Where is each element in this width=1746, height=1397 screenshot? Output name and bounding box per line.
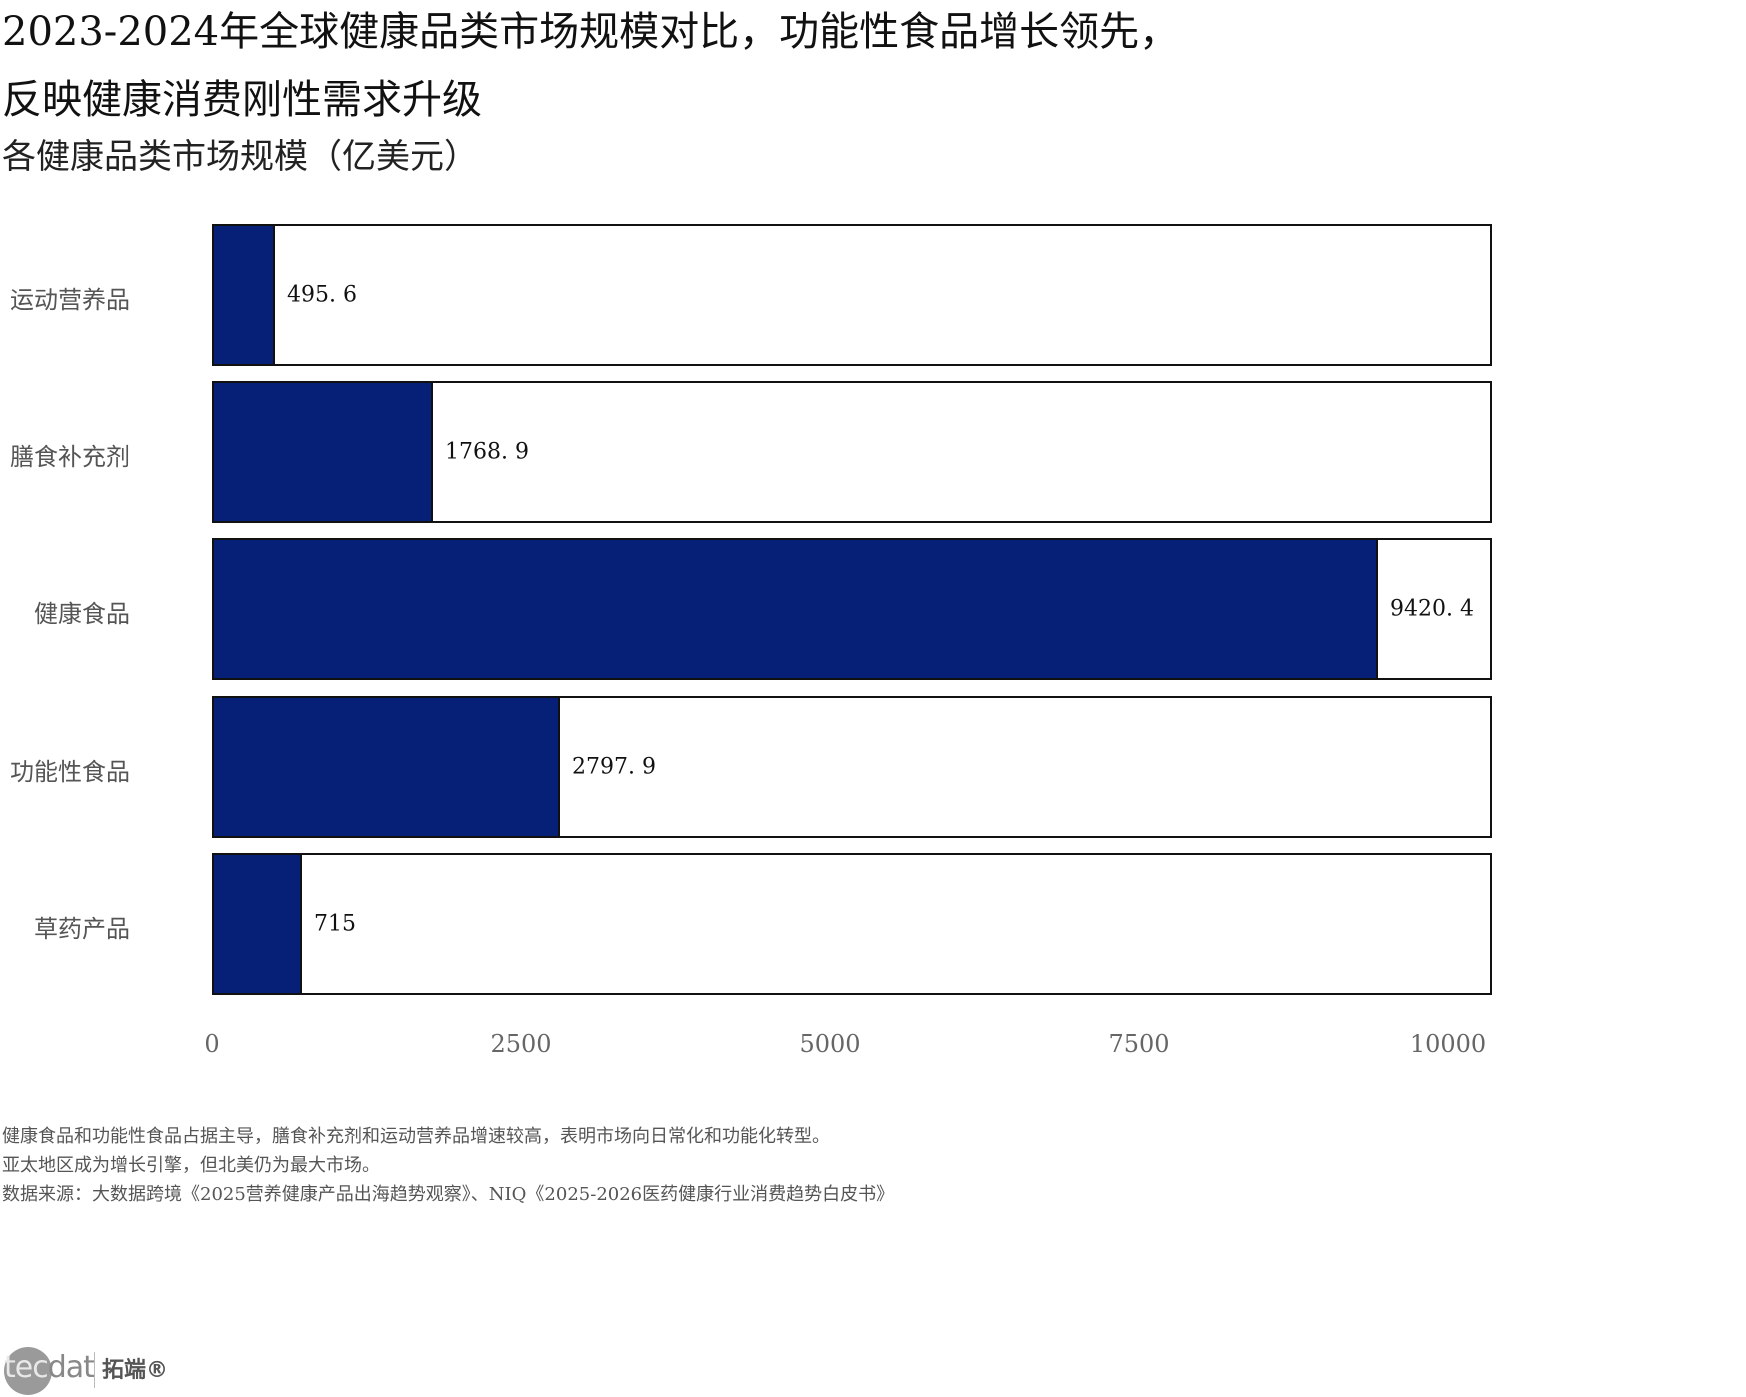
x-tick-label: 5000 — [799, 1030, 861, 1058]
x-tick-label: 7500 — [1108, 1030, 1170, 1058]
value-label: 715 — [314, 911, 356, 937]
chart-title-line1: 2023-2024年全球健康品类市场规模对比，功能性食品增长领先， — [2, 9, 1180, 55]
chart-subtitle: 各健康品类市场规模（亿美元） — [2, 137, 478, 177]
value-label: 495. 6 — [287, 282, 357, 308]
logo-circle-icon — [4, 1347, 52, 1395]
x-tick-label: 2500 — [490, 1030, 552, 1058]
x-tick-label: 10000 — [1409, 1030, 1487, 1058]
category-label: 健康食品 — [34, 600, 130, 628]
bar — [214, 540, 1378, 678]
bar — [214, 698, 560, 836]
value-label: 9420. 4 — [1390, 596, 1474, 622]
bar-track: 1768. 9 — [212, 381, 1492, 523]
bar-track: 495. 6 — [212, 224, 1492, 366]
chart-title-line2: 反映健康消费刚性需求升级 — [2, 77, 482, 123]
bar-track: 715 — [212, 853, 1492, 995]
category-label: 膳食补充剂 — [10, 443, 130, 471]
logo-brand-cn: 拓端® — [102, 1358, 169, 1383]
logo-divider — [94, 1352, 95, 1388]
bar — [214, 226, 275, 364]
x-tick-label: 0 — [204, 1030, 220, 1058]
bar-track: 2797. 9 — [212, 696, 1492, 838]
bar — [214, 383, 433, 521]
category-label: 运动营养品 — [10, 286, 130, 314]
logo-dat: dat — [47, 1350, 95, 1385]
logo-tec: tec — [4, 1350, 49, 1385]
value-label: 2797. 9 — [572, 754, 656, 780]
category-label: 草药产品 — [34, 915, 130, 943]
bar — [214, 855, 302, 993]
bar-track: 9420. 4 — [212, 538, 1492, 680]
footnote-2: 亚太地区成为增长引擎，但北美仍为最大市场。 — [2, 1155, 380, 1176]
data-source: 数据来源：大数据跨境《2025营养健康产品出海趋势观察》、NIQ《2025-20… — [2, 1184, 895, 1205]
value-label: 1768. 9 — [445, 439, 529, 465]
category-label: 功能性食品 — [10, 758, 130, 786]
footnote-1: 健康食品和功能性食品占据主导，膳食补充剂和运动营养品增速较高，表明市场向日常化和… — [2, 1126, 830, 1147]
